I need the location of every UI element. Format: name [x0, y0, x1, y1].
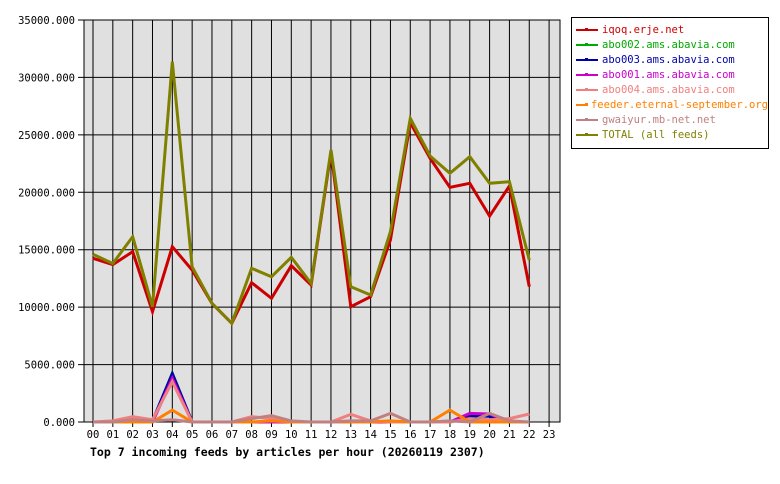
legend-label: abo002.ams.abavia.com [602, 38, 735, 51]
legend-label: abo003.ams.abavia.com [602, 53, 735, 66]
y-tick-label: 5000.000 [24, 360, 75, 372]
legend-item: abo003.ams.abavia.com [576, 52, 768, 67]
x-tick-label: 03 [146, 429, 159, 441]
legend-item: gwaiyur.mb-net.net [576, 112, 768, 127]
legend-item: iqoq.erje.net [576, 22, 768, 37]
legend-swatch-icon [576, 132, 598, 136]
x-tick-label: 22 [523, 429, 536, 441]
legend-label: iqoq.erje.net [602, 23, 685, 36]
legend-swatch-icon [576, 72, 598, 76]
x-tick-label: 20 [483, 429, 496, 441]
x-tick-label: 16 [404, 429, 417, 441]
x-tick-label: 00 [87, 429, 100, 441]
legend-swatch-icon [576, 117, 598, 121]
legend-label: gwaiyur.mb-net.net [602, 113, 716, 126]
x-tick-label: 04 [166, 429, 179, 441]
legend-item: abo002.ams.abavia.com [576, 37, 768, 52]
legend-swatch-icon [576, 87, 598, 91]
legend-label: abo004.ams.abavia.com [602, 83, 735, 96]
y-tick-label: 25000.000 [18, 130, 75, 142]
legend-swatch-icon [576, 57, 598, 61]
legend-label: TOTAL (all feeds) [602, 128, 710, 141]
series-line [92, 61, 531, 327]
chart-title: Top 7 incoming feeds by articles per hou… [90, 445, 485, 459]
legend-swatch-icon [576, 102, 588, 106]
y-tick-label: 15000.000 [18, 245, 75, 257]
x-tick-label: 09 [265, 429, 278, 441]
series-line [93, 411, 530, 424]
x-tick-label: 08 [245, 429, 258, 441]
y-tick-label: 20000.000 [18, 187, 75, 199]
x-tick-label: 12 [325, 429, 338, 441]
legend-swatch-icon [576, 27, 598, 31]
legend-item: abo001.ams.abavia.com [576, 67, 768, 82]
x-tick-label: 02 [126, 429, 139, 441]
x-tick-label: 19 [463, 429, 476, 441]
x-tick-label: 17 [424, 429, 437, 441]
legend-item: abo004.ams.abavia.com [576, 82, 768, 97]
x-tick-label: 13 [344, 429, 357, 441]
x-tick-label: 01 [107, 429, 120, 441]
legend: iqoq.erje.net abo002.ams.abavia.com abo003… [571, 17, 769, 149]
x-tick-label: 23 [543, 429, 556, 441]
x-tick-label: 14 [364, 429, 377, 441]
y-tick-label: 35000.000 [18, 15, 75, 27]
legend-label: abo001.ams.abavia.com [602, 68, 735, 81]
legend-label: feeder.eternal-september.org [590, 98, 768, 111]
y-tick-label: 0.000 [43, 417, 75, 429]
x-tick-label: 21 [503, 429, 516, 441]
x-tick-label: 07 [225, 429, 238, 441]
legend-item: feeder.eternal-september.org [576, 97, 768, 112]
legend-swatch-icon [576, 42, 598, 46]
x-tick-label: 10 [285, 429, 298, 441]
legend-item: TOTAL (all feeds) [576, 127, 768, 142]
x-tick-label: 06 [206, 429, 219, 441]
y-tick-label: 10000.000 [18, 302, 75, 314]
y-tick-label: 30000.000 [18, 72, 75, 84]
x-tick-label: 18 [444, 429, 457, 441]
x-tick-label: 15 [384, 429, 397, 441]
x-tick-label: 11 [305, 429, 318, 441]
x-tick-label: 05 [186, 429, 199, 441]
